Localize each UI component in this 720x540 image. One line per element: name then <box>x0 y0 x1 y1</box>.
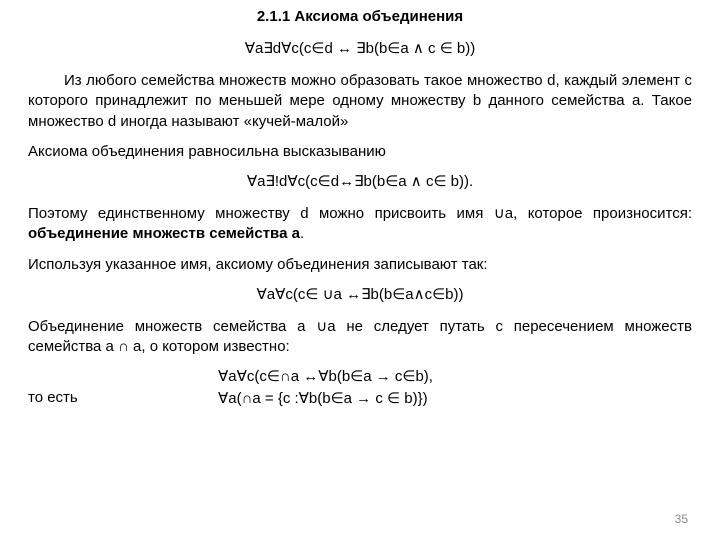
paragraph-5: Объединение множеств семейства a ∪a не с… <box>28 317 692 358</box>
paragraph-3-a: Поэтому единственному множеству d можно … <box>28 205 692 222</box>
formula-3: ∀a∀c(c∈ ∪a ↔∃b(b∈a∧c∈b)) <box>28 285 692 303</box>
paragraph-4: Используя указанное имя, аксиому объедин… <box>28 255 692 275</box>
formula-2: ∀a∃!d∀c(c∈d↔∃b(b∈a ∧ c∈ b)). <box>28 172 692 190</box>
page-number: 35 <box>675 512 688 526</box>
formula-1: ∀a∃d∀c(c∈d ↔ ∃b(b∈a ∧ c ∈ b)) <box>28 39 692 57</box>
paragraph-3-c: . <box>300 225 304 242</box>
paragraph-2: Аксиома объединения равносильна высказыв… <box>28 142 692 162</box>
paragraph-1: Из любого семейства множеств можно образ… <box>28 71 692 132</box>
formula-5: ∀a(∩a = {c :∀b(b∈a → c ∈ b)}) <box>218 389 692 407</box>
formula-4: ∀a∀c(c∈∩a ↔∀b(b∈a → c∈b), <box>28 367 692 385</box>
formula-5-lead: то есть <box>28 389 218 407</box>
paragraph-3-bold: объединение множеств семейства a <box>28 225 300 242</box>
formula-5-row: то есть ∀a(∩a = {c :∀b(b∈a → c ∈ b)}) <box>28 389 692 407</box>
page-root: 2.1.1 Аксиома объединения ∀a∃d∀c(c∈d ↔ ∃… <box>0 0 720 540</box>
paragraph-3: Поэтому единственному множеству d можно … <box>28 204 692 245</box>
section-title: 2.1.1 Аксиома объединения <box>28 8 692 25</box>
